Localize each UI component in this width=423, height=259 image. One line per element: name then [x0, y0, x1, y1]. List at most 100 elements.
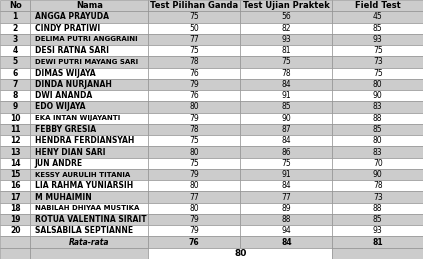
Bar [240, 158, 332, 169]
Text: M MUHAIMIN: M MUHAIMIN [35, 192, 91, 202]
Bar [240, 23, 332, 34]
Text: Test Pilihan Ganda: Test Pilihan Ganda [150, 1, 238, 10]
Bar [148, 169, 240, 180]
Bar [30, 180, 148, 191]
Text: 70: 70 [373, 159, 383, 168]
Text: 77: 77 [189, 192, 199, 202]
Bar [240, 0, 332, 11]
Text: EKA INTAN WIJAYANTI: EKA INTAN WIJAYANTI [35, 115, 120, 121]
Bar [30, 158, 148, 169]
Text: 2: 2 [13, 24, 18, 33]
Text: 79: 79 [189, 170, 199, 179]
Bar [30, 45, 148, 56]
Bar [240, 56, 332, 68]
Text: 80: 80 [373, 136, 382, 145]
Bar [148, 214, 240, 225]
Text: 77: 77 [281, 192, 291, 202]
Text: 50: 50 [189, 24, 199, 33]
Bar [332, 0, 423, 11]
Text: 6: 6 [13, 69, 18, 78]
Text: 75: 75 [189, 136, 199, 145]
Text: 76: 76 [189, 238, 200, 247]
Text: 76: 76 [189, 91, 199, 100]
Bar [30, 135, 148, 146]
Text: 75: 75 [189, 12, 199, 21]
Text: 84: 84 [281, 238, 292, 247]
Text: 85: 85 [373, 215, 382, 224]
Text: 12: 12 [10, 136, 20, 145]
Bar [148, 45, 240, 56]
Text: FEBBY GRESIA: FEBBY GRESIA [35, 125, 96, 134]
Text: 75: 75 [373, 69, 383, 78]
Text: 85: 85 [282, 103, 291, 111]
Text: 85: 85 [373, 125, 382, 134]
Bar [240, 101, 332, 113]
Text: 90: 90 [373, 91, 383, 100]
Bar [148, 23, 240, 34]
Bar [240, 146, 332, 158]
Bar [0, 135, 30, 146]
Bar [332, 113, 423, 124]
Bar [0, 101, 30, 113]
Text: 80: 80 [190, 103, 199, 111]
Text: 91: 91 [282, 170, 291, 179]
Bar [240, 34, 332, 45]
Bar [30, 23, 148, 34]
Bar [148, 11, 240, 23]
Text: 82: 82 [282, 24, 291, 33]
Text: 80: 80 [190, 148, 199, 156]
Bar [332, 56, 423, 68]
Bar [30, 225, 148, 236]
Bar [0, 11, 30, 23]
Text: 78: 78 [282, 69, 291, 78]
Bar [332, 214, 423, 225]
Bar [332, 68, 423, 79]
Bar [240, 11, 332, 23]
Text: 88: 88 [373, 204, 382, 213]
Text: 4: 4 [13, 46, 18, 55]
Text: 11: 11 [10, 125, 20, 134]
Bar [0, 180, 30, 191]
Text: Field Test: Field Test [355, 1, 401, 10]
Bar [0, 90, 30, 101]
Text: 75: 75 [189, 46, 199, 55]
Text: No: No [9, 1, 22, 10]
Bar [332, 124, 423, 135]
Text: 1: 1 [13, 12, 18, 21]
Text: DESI RATNA SARI: DESI RATNA SARI [35, 46, 109, 55]
Bar [0, 248, 30, 259]
Text: 81: 81 [282, 46, 291, 55]
Bar [0, 146, 30, 158]
Bar [240, 191, 332, 203]
Bar [332, 79, 423, 90]
Bar [148, 146, 240, 158]
Text: 94: 94 [281, 226, 291, 235]
Text: 78: 78 [373, 181, 382, 190]
Bar [332, 180, 423, 191]
Text: DELIMA PUTRI ANGGRAINI: DELIMA PUTRI ANGGRAINI [35, 37, 137, 42]
Bar [148, 191, 240, 203]
Text: 85: 85 [373, 24, 382, 33]
Bar [148, 90, 240, 101]
Bar [148, 158, 240, 169]
Text: 9: 9 [13, 103, 18, 111]
Bar [30, 191, 148, 203]
Bar [332, 101, 423, 113]
Text: 89: 89 [282, 204, 291, 213]
Bar [0, 56, 30, 68]
Text: ROTUA VALENTINA SIRAIT: ROTUA VALENTINA SIRAIT [35, 215, 146, 224]
Text: 84: 84 [282, 136, 291, 145]
Bar [240, 135, 332, 146]
Bar [148, 101, 240, 113]
Text: 13: 13 [10, 148, 20, 156]
Bar [0, 79, 30, 90]
Bar [332, 169, 423, 180]
Text: Nama: Nama [76, 1, 103, 10]
Bar [240, 169, 332, 180]
Bar [332, 45, 423, 56]
Bar [148, 68, 240, 79]
Text: 83: 83 [373, 148, 382, 156]
Bar [148, 113, 240, 124]
Bar [332, 236, 423, 248]
Text: 80: 80 [373, 80, 382, 89]
